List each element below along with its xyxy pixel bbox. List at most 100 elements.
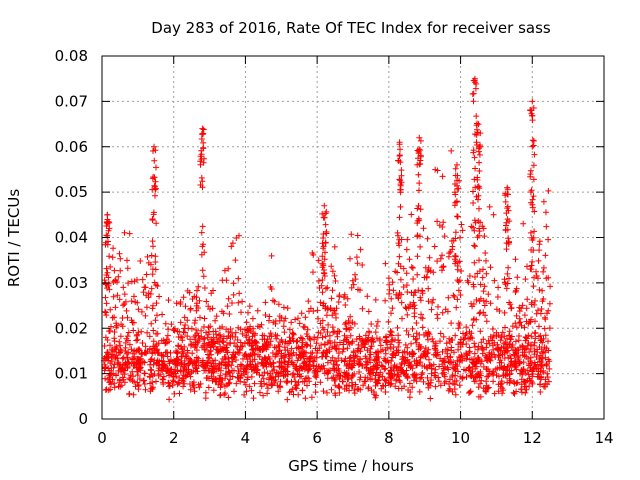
data-point [469, 303, 476, 310]
data-point [381, 366, 388, 373]
data-point [227, 340, 234, 347]
data-point [542, 252, 549, 259]
data-point [512, 289, 519, 295]
data-point [500, 387, 507, 394]
data-point [353, 254, 360, 261]
data-point [303, 331, 310, 337]
data-point [456, 358, 463, 365]
data-point [360, 337, 367, 344]
data-point [372, 296, 379, 303]
data-point [442, 346, 449, 353]
data-point [201, 323, 207, 330]
data-point [316, 285, 323, 291]
data-point [364, 347, 371, 354]
data-point [328, 295, 335, 302]
data-point [518, 381, 525, 388]
data-point [466, 390, 472, 396]
data-point [436, 222, 443, 229]
data-point [389, 375, 395, 381]
data-point [248, 373, 255, 380]
data-point [121, 301, 128, 307]
data-point [409, 365, 416, 372]
data-point [419, 290, 426, 297]
data-point [477, 393, 484, 400]
data-point [246, 303, 253, 310]
data-point [495, 388, 502, 395]
data-point [445, 294, 452, 301]
data-point [541, 314, 548, 321]
data-point [416, 180, 423, 187]
data-point [102, 364, 109, 370]
data-point [439, 370, 446, 377]
data-point [464, 277, 471, 284]
data-point [457, 292, 464, 298]
data-point [536, 286, 543, 293]
data-point [529, 379, 535, 386]
data-point [499, 329, 506, 336]
data-point [436, 363, 443, 370]
data-point [140, 289, 147, 296]
data-point [389, 305, 396, 312]
data-point [107, 263, 114, 270]
data-point [115, 383, 122, 390]
data-point [408, 264, 415, 271]
data-point [124, 257, 130, 264]
data-point [199, 125, 206, 132]
data-point [347, 332, 354, 339]
data-point [146, 333, 153, 340]
data-point [485, 366, 492, 373]
data-point [398, 167, 405, 174]
data-point [489, 370, 496, 377]
data-point [176, 374, 183, 381]
data-point [119, 323, 126, 330]
data-point [416, 388, 423, 395]
data-point [387, 367, 394, 374]
data-point [322, 221, 329, 228]
data-point [120, 302, 127, 309]
data-point [175, 343, 182, 350]
data-point [112, 304, 119, 311]
data-point [470, 224, 476, 231]
data-point [382, 297, 389, 304]
data-point [120, 284, 127, 291]
data-point [144, 329, 151, 336]
data-point [145, 259, 152, 266]
data-point [184, 349, 191, 356]
data-point [217, 331, 224, 338]
data-point [120, 376, 127, 383]
data-point [416, 187, 422, 194]
data-point [526, 383, 533, 390]
data-point [515, 337, 522, 344]
data-point [430, 361, 437, 368]
data-point [453, 304, 460, 311]
data-point [510, 379, 517, 385]
data-point [107, 371, 114, 378]
data-point [425, 381, 432, 388]
data-point [268, 252, 275, 259]
data-point [430, 338, 437, 345]
data-point [396, 290, 403, 296]
data-point [499, 351, 506, 358]
data-point [319, 317, 326, 324]
data-point [201, 315, 208, 322]
data-point [199, 359, 206, 366]
data-point [483, 388, 490, 395]
data-point [312, 373, 319, 380]
data-point [497, 337, 504, 344]
data-point [190, 367, 197, 374]
data-point [513, 312, 520, 319]
data-point [262, 312, 269, 318]
data-point [244, 376, 251, 383]
data-point [539, 350, 546, 357]
data-point [231, 388, 237, 395]
data-point [181, 314, 188, 321]
data-point [396, 152, 403, 159]
data-point [476, 151, 483, 158]
data-point [454, 213, 460, 220]
data-point [324, 329, 331, 335]
data-point [153, 300, 160, 307]
data-point [528, 266, 535, 273]
data-point [260, 392, 267, 399]
data-point [149, 238, 156, 245]
data-point [191, 320, 198, 326]
